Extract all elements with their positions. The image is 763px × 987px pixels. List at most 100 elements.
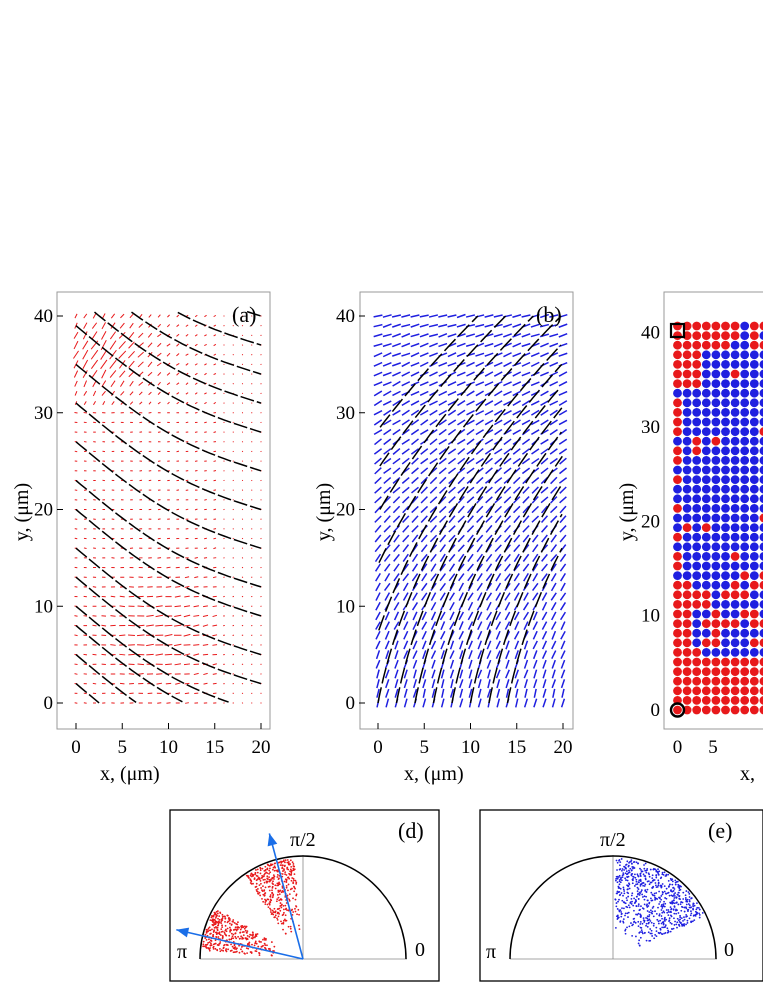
arrow [466, 400, 475, 406]
arrow [412, 650, 418, 660]
point [250, 873, 252, 876]
point [616, 881, 619, 884]
dot [701, 494, 711, 504]
arrow [558, 448, 568, 455]
arrow [83, 702, 87, 704]
dot [682, 475, 692, 484]
dot [730, 686, 740, 696]
streamline [246, 310, 262, 317]
arrow [457, 438, 466, 445]
point [268, 876, 270, 879]
arrow [505, 669, 510, 679]
arrow [213, 547, 217, 550]
panel-b-ytick-label: 30 [336, 403, 355, 424]
point [239, 928, 242, 931]
arrow [373, 323, 383, 328]
dot [692, 475, 702, 484]
point [274, 866, 277, 869]
dot [730, 369, 740, 379]
arrow [457, 544, 465, 553]
dot [673, 696, 682, 705]
dot [701, 657, 711, 667]
streamline [378, 344, 562, 631]
point [294, 879, 297, 882]
arrow [402, 534, 410, 543]
arrow [429, 486, 438, 494]
arrow [391, 314, 402, 318]
point [257, 892, 259, 895]
arrow [176, 324, 180, 328]
arrow [540, 448, 549, 455]
arrow [550, 515, 558, 523]
arrow [466, 438, 475, 446]
point [253, 877, 256, 880]
point [262, 878, 265, 881]
arrow [457, 457, 466, 465]
point [214, 939, 217, 942]
point [651, 935, 654, 937]
arrow [166, 352, 171, 357]
dot [673, 657, 682, 667]
point [217, 936, 220, 938]
point [267, 885, 270, 888]
point [662, 904, 665, 907]
point [247, 947, 250, 950]
point [651, 899, 654, 902]
point [630, 922, 632, 924]
arrow [493, 361, 503, 367]
arrow [176, 343, 180, 347]
arrow [109, 340, 117, 350]
point [642, 882, 645, 884]
point [620, 877, 622, 880]
arrow [383, 553, 391, 562]
arrow [503, 496, 512, 504]
point [698, 916, 701, 919]
panel-a-ytick-label: 40 [34, 306, 53, 327]
dot [701, 609, 711, 619]
point [637, 875, 640, 878]
point [685, 890, 688, 892]
point [253, 936, 256, 939]
point [675, 912, 678, 915]
point [643, 921, 646, 923]
arrow [512, 429, 522, 435]
arrow [503, 419, 512, 426]
arrow [175, 363, 180, 366]
point [264, 944, 267, 947]
point [279, 902, 282, 904]
point [640, 926, 643, 929]
point [283, 880, 286, 883]
arrow [541, 621, 548, 630]
arrow [485, 486, 493, 494]
point [664, 925, 667, 928]
point [654, 933, 657, 936]
arrow [411, 486, 419, 494]
point [221, 924, 223, 927]
point [282, 921, 285, 924]
point [284, 871, 287, 873]
arrow [542, 679, 547, 689]
arrow [382, 314, 392, 318]
point [219, 947, 221, 950]
arrow [539, 313, 550, 319]
point [652, 885, 655, 888]
arrow [541, 573, 548, 582]
arrow [484, 323, 494, 328]
panel-d-arrows [176, 833, 304, 960]
arrow [476, 573, 483, 582]
dot [711, 436, 721, 446]
arrow [203, 547, 208, 549]
point [674, 879, 677, 882]
point [614, 898, 617, 901]
point [691, 920, 694, 923]
arrow [412, 621, 418, 630]
point [292, 897, 294, 900]
arrow [429, 438, 438, 446]
dot [692, 369, 702, 379]
dot [759, 321, 763, 331]
dot [711, 456, 721, 465]
arrow [440, 621, 446, 631]
arrow [448, 553, 456, 562]
dot [673, 580, 682, 590]
point [663, 890, 666, 893]
